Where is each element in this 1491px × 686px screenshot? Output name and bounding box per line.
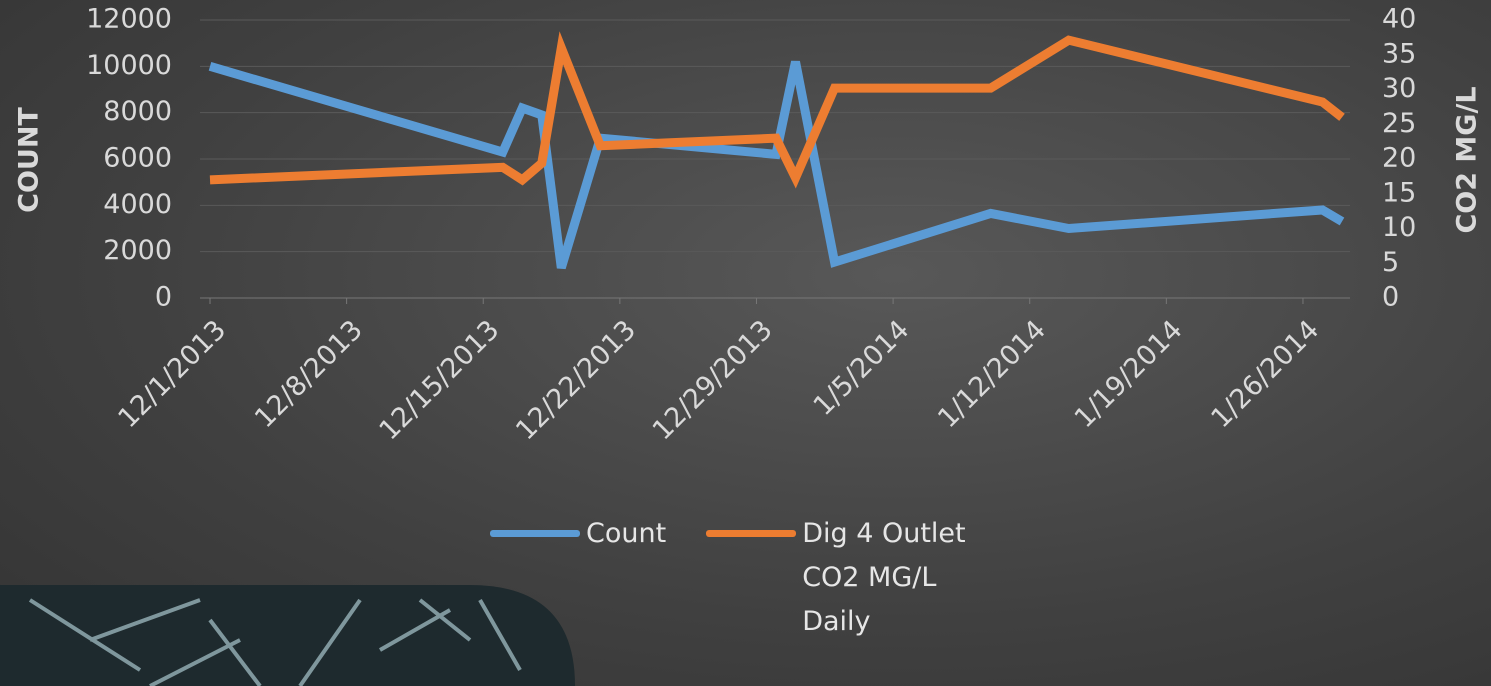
- y2-tick-label: 0: [1382, 282, 1399, 313]
- x-tick-label: 12/29/2013: [647, 314, 779, 446]
- y-tick-label: 8000: [103, 96, 172, 127]
- y-tick-label: 6000: [103, 143, 172, 174]
- x-tick-label: 12/15/2013: [374, 314, 506, 446]
- page: COUNT CO2 MG/L 0 2000 4000 6000 8000 10000 120…: [0, 0, 1491, 686]
- x-tick-label: 1/26/2014: [1205, 314, 1325, 434]
- y-tick-label: 2000: [103, 235, 172, 266]
- y-tick-label: 4000: [103, 189, 172, 220]
- y2-tick-label: 10: [1382, 212, 1416, 243]
- series-line: [210, 62, 1342, 268]
- x-tick-label: 1/19/2014: [1069, 314, 1189, 434]
- y2-tick-label: 15: [1382, 177, 1416, 208]
- legend-item: Dig 4 Outlet CO2 MG/L Daily: [706, 514, 1002, 644]
- x-tick-label: 12/1/2013: [112, 314, 232, 434]
- slide: COUNT CO2 MG/L 0 2000 4000 6000 8000 10000 120…: [0, 0, 1491, 686]
- y2-tick-label: 5: [1382, 247, 1399, 278]
- y2-tick-label: 30: [1382, 73, 1416, 104]
- x-tick-label: 12/8/2013: [249, 314, 369, 434]
- y-tick-label: 0: [155, 282, 172, 313]
- x-tick-label: 12/22/2013: [510, 314, 642, 446]
- legend-item: Count: [490, 514, 666, 644]
- legend-swatch: [706, 530, 796, 537]
- y2-axis-title: CO2 MG/L: [1452, 86, 1483, 233]
- y2-tick-label: 25: [1382, 108, 1416, 139]
- x-tick-label: 1/5/2014: [808, 314, 916, 422]
- y2-tick-label: 20: [1382, 143, 1416, 174]
- photo-decoration: [0, 585, 575, 686]
- y2-tick-label: 35: [1382, 38, 1416, 69]
- x-tick-label: 1/12/2014: [932, 314, 1052, 434]
- y-axis-title: COUNT: [14, 107, 45, 213]
- legend-label: Count: [586, 512, 666, 556]
- legend-swatch: [490, 530, 580, 537]
- y-tick-label: 12000: [86, 4, 172, 35]
- y2-tick-label: 40: [1382, 4, 1416, 35]
- legend: Count Dig 4 Outlet CO2 MG/L Daily: [490, 514, 1002, 644]
- legend-label: Dig 4 Outlet CO2 MG/L Daily: [802, 512, 1002, 644]
- y-tick-label: 10000: [86, 50, 172, 81]
